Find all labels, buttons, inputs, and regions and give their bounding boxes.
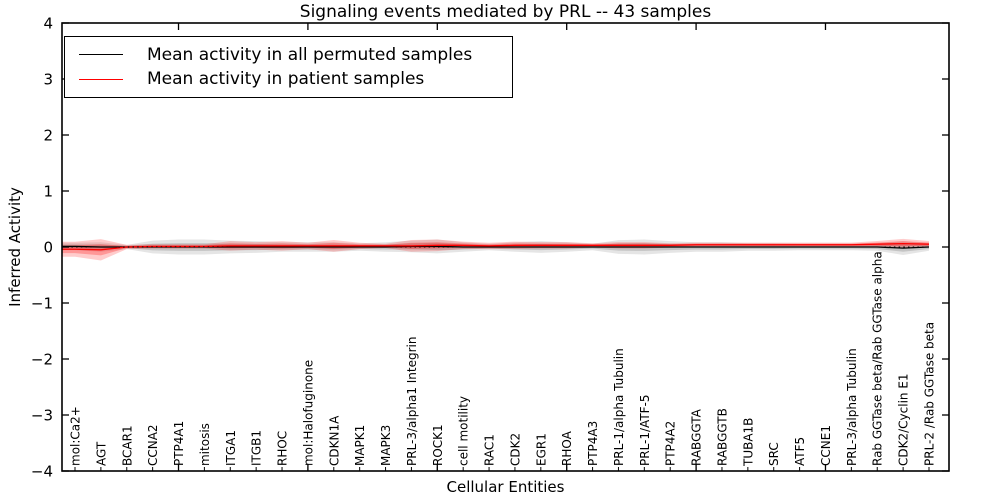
entity-label: ROCK1 (431, 424, 445, 466)
permuted-line-sample-icon (79, 54, 123, 56)
entity-label: MAPK3 (379, 425, 393, 466)
entity-label: cell motility (457, 396, 471, 466)
entity-label: CCNE1 (819, 425, 833, 466)
entity-label: CCNA2 (146, 424, 160, 466)
plot-area (62, 238, 931, 261)
y-tick-label: −1 (31, 295, 53, 313)
x-axis-label: Cellular Entities (446, 478, 565, 496)
y-tick-label: 3 (43, 71, 53, 89)
entity-label: Rab GGTase beta/Rab GGTase alpha (871, 251, 885, 466)
y-tick-label: −2 (31, 351, 53, 369)
y-tick-label: 4 (43, 15, 53, 33)
entity-label: RABGGTA (690, 408, 704, 466)
y-tick-label: −3 (31, 407, 53, 425)
entity-label: SRC (767, 442, 781, 466)
entity-label: mol:Halofuginone (301, 360, 315, 466)
entity-label: RHOC (276, 431, 290, 466)
patient-line-sample-icon (79, 78, 123, 80)
entity-label: PTP4A1 (172, 421, 186, 466)
entity-label: PRL-3/alpha1 Integrin (405, 337, 419, 467)
entity-label: PRL-3/alpha Tubulin (845, 348, 859, 466)
y-tick-label: 2 (43, 127, 53, 145)
entity-label: RHOA (560, 430, 574, 466)
entity-label: RAC1 (483, 434, 497, 466)
y-axis-label: Inferred Activity (6, 187, 24, 307)
legend: Mean activity in all permuted samples Me… (64, 36, 513, 98)
y-tick-label: 0 (43, 239, 53, 257)
chart-title: Signaling events mediated by PRL -- 43 s… (299, 2, 712, 22)
entity-label: BCAR1 (120, 425, 134, 466)
entity-label: ITGB1 (250, 430, 264, 466)
entity-label: CDK2 (508, 433, 522, 466)
legend-label-permuted: Mean activity in all permuted samples (147, 44, 473, 65)
entity-label: AGT (94, 441, 108, 466)
y-tick-label: 1 (43, 183, 53, 201)
patient-mean-line (62, 242, 930, 251)
entity-label: CDKN1A (327, 415, 341, 466)
entity-label: MAPK1 (353, 425, 367, 466)
legend-item-patient: Mean activity in patient samples (65, 69, 512, 89)
entity-label: PTP4A3 (586, 421, 600, 466)
entity-label: mol:Ca2+ (69, 406, 83, 466)
entity-label: CDK2/Cyclin E1 (897, 373, 911, 466)
entity-label: PRL-2 /Rab GGTase beta (923, 322, 937, 466)
legend-item-permuted: Mean activity in all permuted samples (65, 45, 512, 65)
entity-label: ATF5 (793, 437, 807, 466)
entity-label: EGR1 (534, 433, 548, 466)
entity-label: PTP4A2 (664, 421, 678, 466)
entity-label: PRL-1/alpha Tubulin (612, 348, 626, 466)
entity-label: RABGGTB (715, 408, 729, 466)
entity-label: TUBA1B (741, 418, 755, 467)
entity-label: mitosis (198, 423, 212, 466)
entity-label: ITGA1 (224, 430, 238, 466)
entity-label: PRL-1/ATF-5 (638, 394, 652, 466)
legend-label-patient: Mean activity in patient samples (147, 69, 425, 90)
y-tick-label: −4 (31, 463, 53, 481)
